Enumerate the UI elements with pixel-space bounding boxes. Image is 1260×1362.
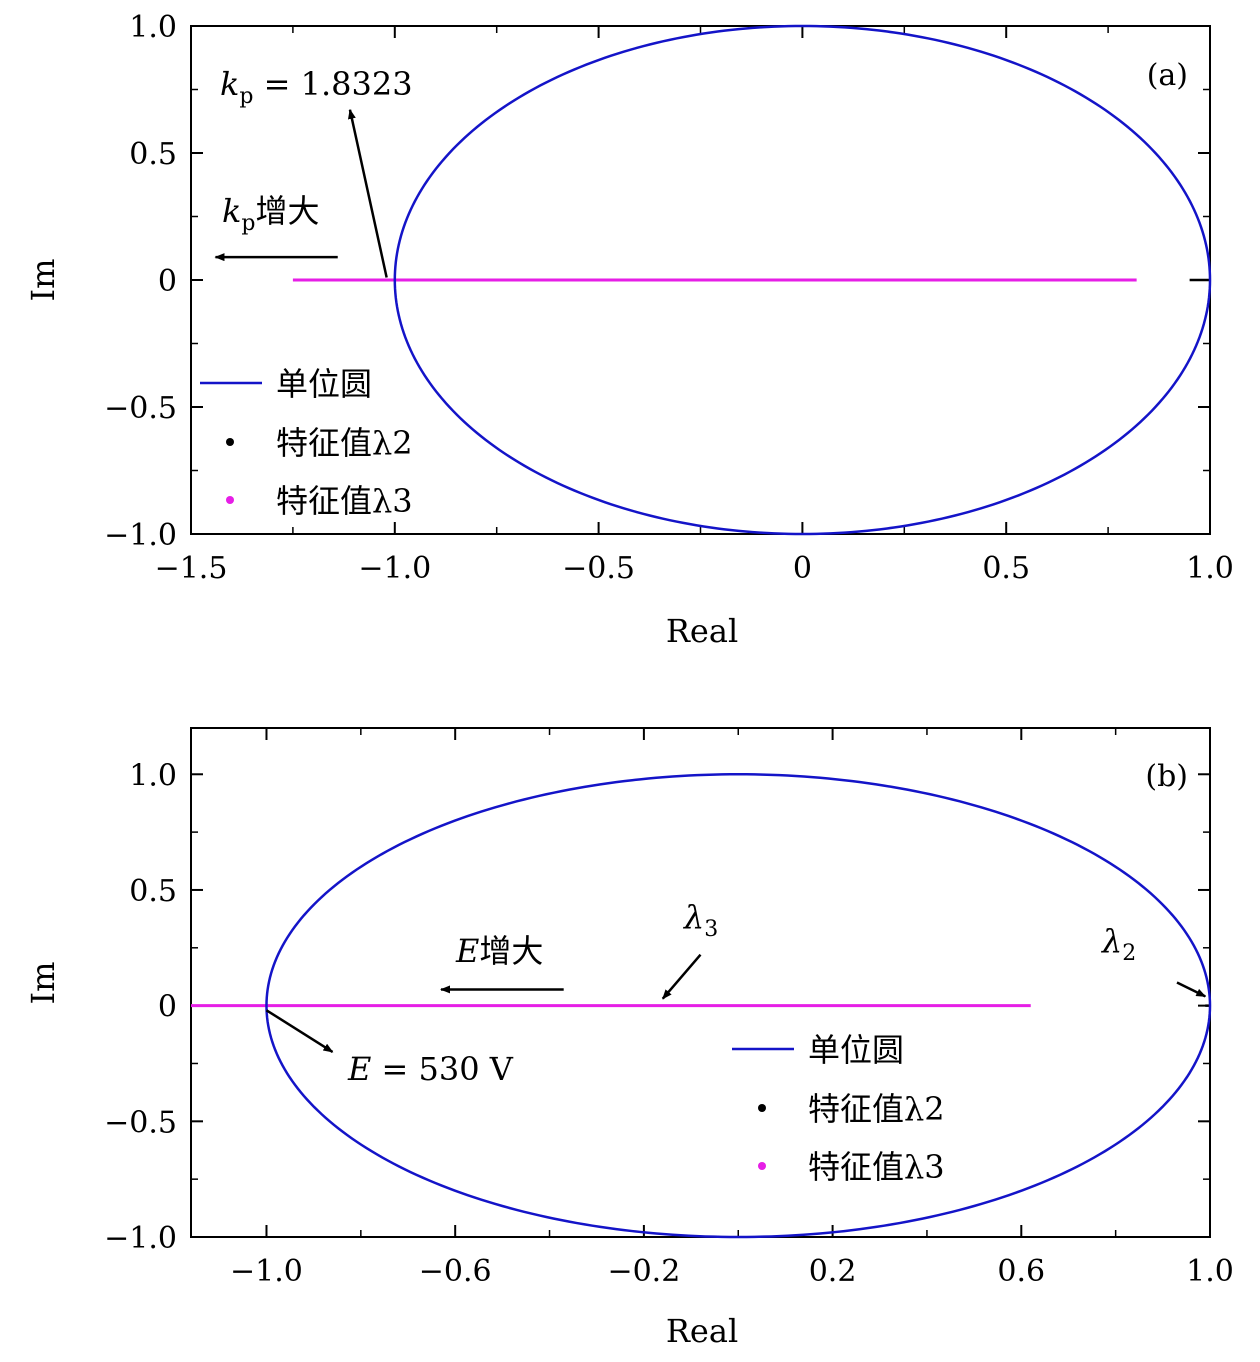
panel-b: −1.0 −0.6 −0.2 0.2 0.6 1.0 −1.0 −0.5 0 0.5 1.0 (b)… [24, 727, 1234, 1350]
series-unit-circle [265, 773, 1212, 1239]
y-tick-label: 1.0 [129, 758, 177, 793]
annotations-b: E = 530 V E增大 λ3 λ2 [265, 898, 1207, 1088]
plot-layer-a: −1.5 −1.0 −0.5 0 0.5 1.0−1.0−0.500.51.0 [104, 10, 1234, 586]
y-tick-label: −1.0 [104, 1221, 177, 1256]
y-axis-label-b: Im [24, 962, 62, 1005]
legend-swatch-lambda2-b [758, 1104, 766, 1112]
legend-swatch-lambda2-a [226, 438, 234, 446]
legend-label-lambda3-b: 特征值λ3 [808, 1148, 945, 1186]
legend-label-lambda2-a: 特征值λ2 [276, 424, 413, 462]
legend-b: 单位圆 特征值λ2 特征值λ3 [732, 1031, 945, 1186]
x-tick-label: 0.2 [809, 1254, 857, 1289]
y-tick-label: 0.5 [129, 137, 177, 172]
x-tick-label: 0 [793, 551, 812, 586]
panel-tag-a: (a) [1147, 58, 1188, 93]
annotation-lambda2: λ2 [1100, 922, 1136, 966]
y-axis-label-a: Im [24, 259, 62, 302]
x-axis-label-a: Real [666, 612, 738, 650]
x-tick-label: −1.0 [230, 1254, 303, 1289]
annotation-arrow-lambda3 [661, 953, 702, 1000]
annotation-e-value: E = 530 V [347, 1050, 514, 1088]
annotation-arrow-kp-value [347, 108, 388, 278]
y-tick-label: −1.0 [104, 518, 177, 553]
y-tick-label: 0.5 [129, 874, 177, 909]
x-tick-label: −1.0 [358, 551, 431, 586]
plot-frame [190, 727, 1211, 1238]
x-tick-label: −0.5 [562, 551, 635, 586]
legend-a: 单位圆 特征值λ2 特征值λ3 [200, 365, 413, 520]
x-tick-label: 0.6 [997, 1254, 1045, 1289]
y-tick-label: −0.5 [104, 391, 177, 426]
y-tick-label: −0.5 [104, 1105, 177, 1140]
y-tick-label: 0 [158, 990, 177, 1025]
x-tick-label: 1.0 [1186, 1254, 1234, 1289]
y-tick-label: 0 [158, 264, 177, 299]
legend-label-unit-circle-a: 单位圆 [276, 365, 372, 403]
annotation-lambda3: λ3 [682, 898, 718, 942]
legend-label-unit-circle-b: 单位圆 [808, 1031, 904, 1069]
legend-swatch-lambda3-b [758, 1162, 766, 1170]
y-tick-label: 1.0 [129, 10, 177, 45]
x-tick-label: 0.5 [982, 551, 1030, 586]
annotation-arrow-lambda2 [1176, 981, 1207, 998]
series-unit-circle [393, 24, 1212, 536]
annotation-arrow-e-value [265, 1009, 334, 1053]
legend-label-lambda3-a: 特征值λ3 [276, 482, 413, 520]
plot-layer-b: −1.0 −0.6 −0.2 0.2 0.6 1.0 −1.0 −0.5 0 0.5 1.0 [104, 727, 1234, 1289]
x-tick-label: −0.2 [607, 1254, 680, 1289]
x-tick-label: −0.6 [419, 1254, 492, 1289]
annotation-kp-value: kp = 1.8323 [220, 65, 413, 109]
x-tick-label: 1.0 [1186, 551, 1234, 586]
legend-swatch-lambda3-a [226, 496, 234, 504]
annotation-e-increase: E增大 [455, 932, 543, 970]
panel-tag-b: (b) [1145, 759, 1188, 794]
x-axis-label-b: Real [666, 1312, 738, 1350]
panel-a: −1.5 −1.0 −0.5 0 0.5 1.0−1.0−0.500.51.0 (a) R… [24, 10, 1234, 650]
legend-label-lambda2-b: 特征值λ2 [808, 1090, 945, 1128]
x-tick-label: −1.5 [155, 551, 228, 586]
annotation-kp-increase: kp增大 [222, 192, 320, 236]
annotations-a: kp = 1.8323 kp增大 [214, 65, 413, 278]
